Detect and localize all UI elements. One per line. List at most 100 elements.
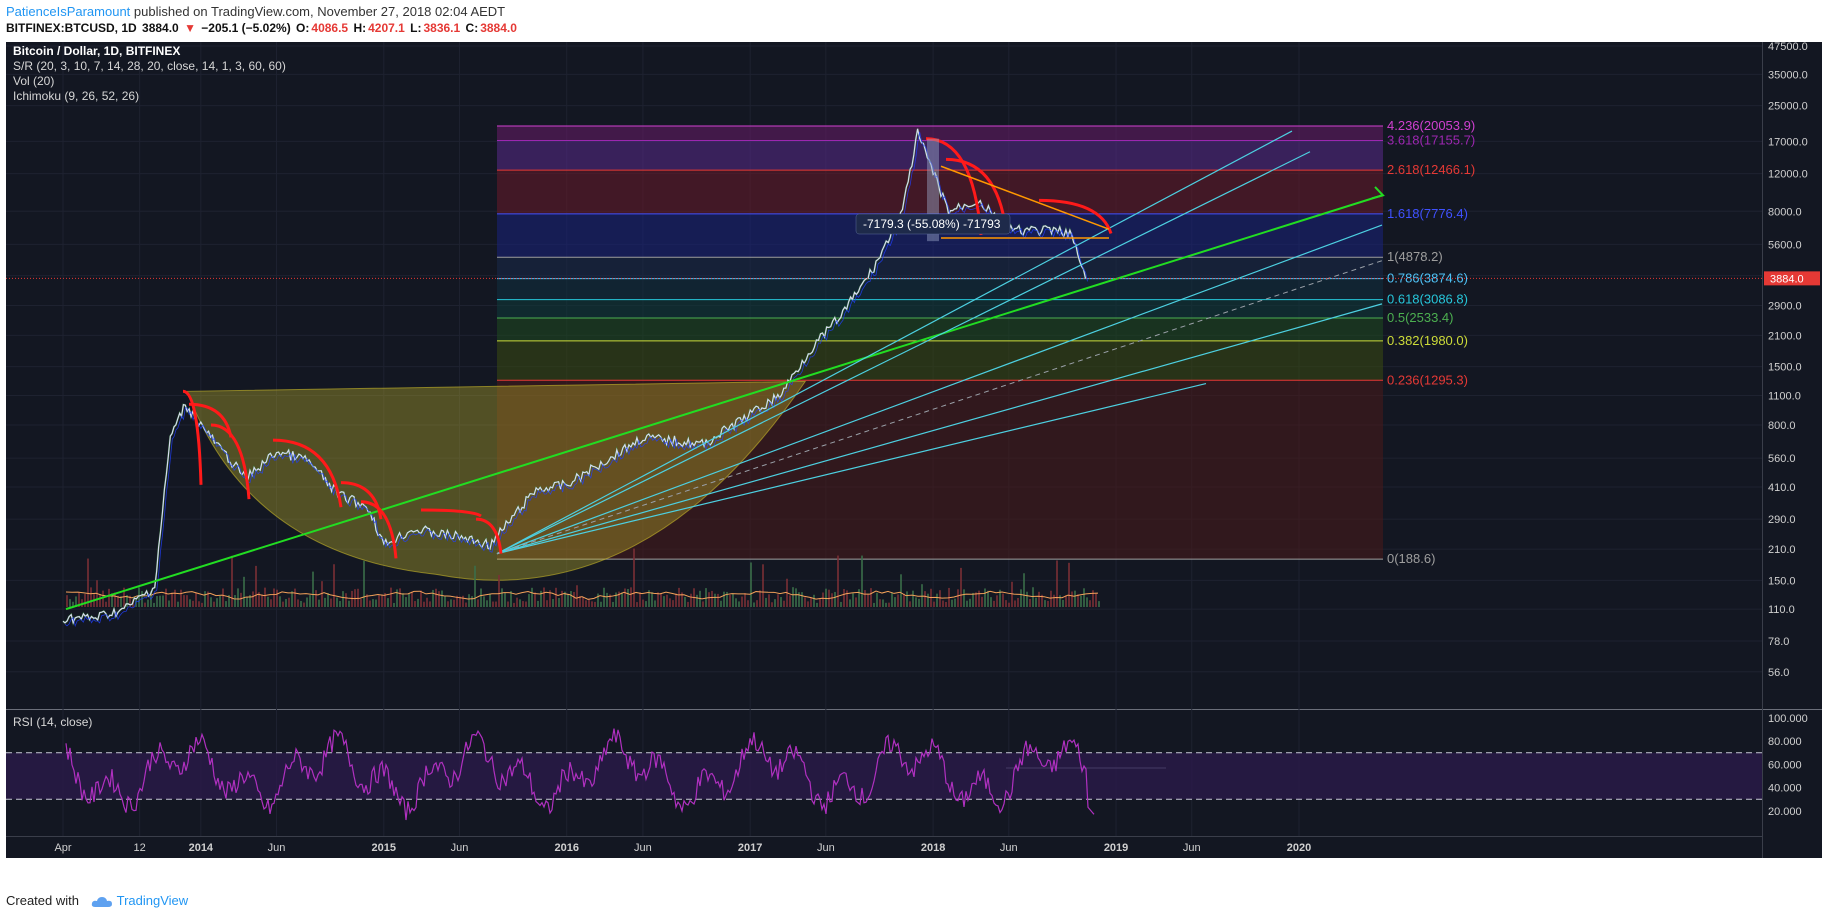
rsi-tick-label: 40.000: [1768, 783, 1802, 795]
volume-bar: [555, 587, 557, 607]
volume-bar: [198, 601, 200, 607]
volume-bar: [306, 597, 308, 607]
volume-bar: [684, 596, 686, 607]
price-change: −205.1 (−5.02%): [201, 21, 291, 35]
volume-bar: [486, 600, 488, 607]
volume-bar: [240, 592, 242, 607]
volume-bar: [180, 589, 182, 607]
grid-lines: [6, 42, 1762, 836]
volume-bar: [237, 588, 239, 607]
price-tick-label: 410.0: [1768, 482, 1796, 494]
fib-level-label: 4.236(20053.9): [1387, 118, 1475, 133]
legend-ichimoku: Ichimoku (9, 26, 52, 26): [13, 89, 139, 103]
volume-bar: [591, 601, 593, 607]
volume-bar: [576, 585, 578, 607]
author-link[interactable]: PatienceIsParamount: [6, 4, 131, 19]
volume-bar: [681, 592, 683, 607]
volume-bar: [915, 597, 917, 607]
volume-bar: [819, 599, 821, 607]
volume-bar: [900, 574, 902, 607]
volume-bar: [543, 587, 545, 607]
volume-bar: [621, 592, 623, 607]
volume-bar: [381, 595, 383, 607]
volume-bar: [537, 600, 539, 607]
volume-bar: [417, 598, 419, 607]
fib-level-label: 0.786(3874.6): [1387, 271, 1468, 286]
time-tick-label: 2017: [738, 842, 762, 854]
volume-bar: [963, 589, 965, 607]
volume-bar: [678, 587, 680, 607]
volume-bar: [867, 594, 869, 607]
volume-bar: [981, 596, 983, 607]
volume-bar: [525, 601, 527, 607]
volume-bar: [1011, 581, 1013, 607]
volume-bar: [765, 597, 767, 607]
volume-bar: [390, 587, 392, 607]
volume-bar: [864, 590, 866, 607]
volume-bar: [846, 590, 848, 607]
time-axis-background: [6, 836, 1762, 858]
price-tick-label: 12000.0: [1768, 169, 1808, 181]
volume-bar: [276, 589, 278, 607]
volume-bar: [1092, 590, 1094, 607]
tradingview-link[interactable]: TradingView: [116, 893, 189, 908]
fib-level-label: 1.618(7776.4): [1387, 206, 1468, 221]
volume-bar: [477, 599, 479, 607]
price-tick-label: 25000.0: [1768, 101, 1808, 113]
last-price-tag-text: 3884.0: [1770, 273, 1804, 285]
volume-bar: [639, 592, 641, 607]
volume-bar: [996, 595, 998, 607]
volume-bar: [243, 576, 245, 607]
volume-bar: [1053, 594, 1055, 607]
volume-bar: [468, 594, 470, 607]
price-chart[interactable]: 4.236(20053.9)3.618(17155.7) 2.618(12466.…: [6, 42, 1822, 882]
volume-bar: [1002, 593, 1004, 607]
fib-level-label: 0.618(3086.8): [1387, 292, 1468, 307]
volume-bar: [1017, 597, 1019, 607]
volume-bar: [528, 593, 530, 607]
volume-bar: [303, 602, 305, 607]
volume-bar: [456, 595, 458, 607]
price-tick-label: 5600.0: [1768, 239, 1802, 251]
time-tick-label: 2020: [1287, 842, 1311, 854]
volume-bar: [906, 591, 908, 607]
volume-bar: [1050, 590, 1052, 607]
volume-bar: [831, 593, 833, 607]
volume-bar: [447, 601, 449, 607]
volume-bar: [201, 602, 203, 607]
volume-bar: [894, 597, 896, 607]
price-tick-label: 35000.0: [1768, 69, 1808, 81]
volume-bar: [972, 592, 974, 607]
volume-bar: [804, 597, 806, 607]
volume-bar: [690, 593, 692, 607]
volume-bar: [579, 595, 581, 607]
volume-bar: [405, 597, 407, 607]
volume-bar: [375, 599, 377, 607]
volume-bar: [777, 594, 779, 607]
fib-zone: [497, 278, 1383, 300]
volume-bar: [750, 562, 752, 607]
open-value: 4086.5: [311, 21, 349, 35]
legend-vol: Vol (20): [13, 74, 54, 88]
volume-bar: [195, 593, 197, 607]
volume-bar: [147, 599, 149, 607]
time-tick-label: Jun: [634, 842, 652, 854]
volume-bar: [615, 592, 617, 607]
volume-bar: [585, 600, 587, 607]
volume-bar: [810, 597, 812, 607]
volume-bar: [210, 597, 212, 607]
volume-bar: [450, 599, 452, 607]
volume-bar: [849, 599, 851, 607]
volume-bar: [168, 600, 170, 607]
volume-bar: [708, 592, 710, 607]
triangle-upper-line: [940, 165, 1110, 230]
volume-bar: [438, 591, 440, 607]
volume-bar: [69, 599, 71, 607]
red-arc: [360, 500, 398, 559]
volume-bar: [855, 597, 857, 607]
volume-bar: [933, 601, 935, 607]
symbol-ohlc-bar: BITFINEX:BTCUSD, 1D 3884.0 ▼ −205.1 (−5.…: [6, 21, 519, 35]
volume-bar: [840, 601, 842, 607]
volume-bar: [471, 596, 473, 607]
volume-bar: [384, 593, 386, 607]
